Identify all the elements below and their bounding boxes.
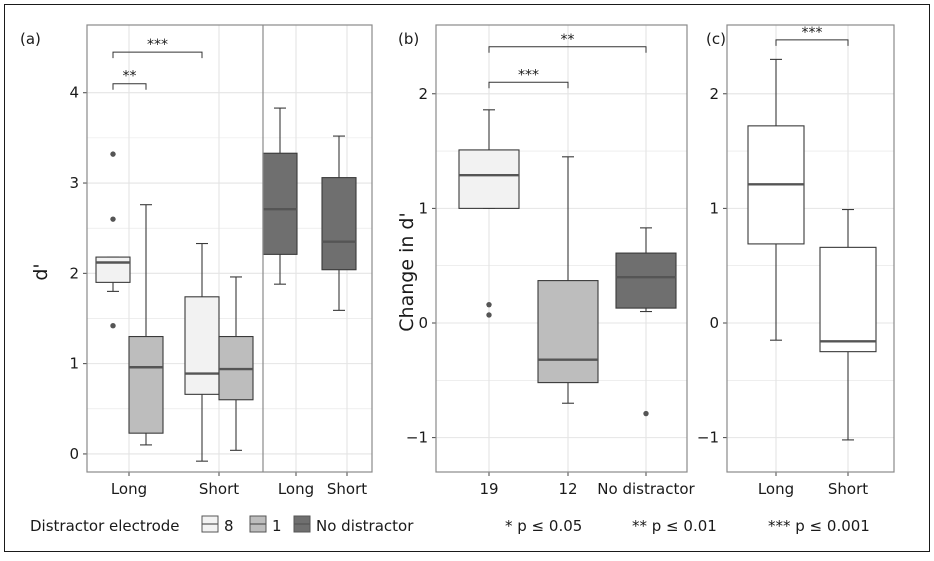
outlier-point: [110, 151, 116, 157]
box-iqr: [128, 335, 164, 434]
x-tick-label: Short: [327, 480, 367, 498]
y-tick-label: 1: [69, 355, 79, 373]
bracket-line: [112, 51, 203, 59]
box-1: [95, 151, 131, 329]
outlier-point: [110, 216, 116, 222]
box-2: [128, 204, 164, 446]
box-1: [747, 58, 805, 341]
box-2: [537, 156, 599, 404]
legend: Distractor electrode 8 1 No distractor *…: [30, 515, 870, 535]
panel-a-ylabel: d': [30, 263, 52, 280]
y-tick-label: 2: [709, 85, 719, 103]
legend-sig-3: *** p ≤ 0.001: [768, 517, 870, 535]
box-2: [819, 208, 877, 441]
x-tick-label: Long: [111, 480, 147, 498]
outlier-point: [486, 312, 492, 318]
significance-label: **: [561, 32, 575, 48]
y-tick-label: −1: [697, 429, 719, 447]
y-tick-label: 1: [709, 199, 719, 217]
box-iqr: [321, 177, 357, 271]
box-iqr: [262, 152, 298, 255]
significance-bracket: **: [112, 69, 147, 90]
significance-label: ***: [518, 67, 539, 83]
plot-frame: [726, 24, 895, 473]
significance-bracket: ***: [775, 25, 849, 46]
legend-key-no-distractor: No distractor: [293, 515, 414, 535]
y-tick-label: 1: [418, 199, 428, 217]
x-tick-label: 19: [479, 480, 498, 498]
bracket-line: [112, 83, 147, 90]
box-iqr: [537, 280, 599, 384]
y-tick-label: 4: [69, 84, 79, 102]
legend-title: Distractor electrode: [30, 517, 180, 535]
x-tick-label: Short: [199, 480, 239, 498]
box-iqr: [615, 252, 677, 309]
panel-c-label: (c): [706, 30, 726, 48]
panel-b-ylabel: Change in d': [396, 212, 418, 331]
panel-c: (c) −1 0 1 2 Long Short ***: [697, 24, 895, 498]
significance-bracket: **: [488, 32, 647, 53]
y-tick-label: 0: [709, 314, 719, 332]
box-3: [184, 242, 220, 462]
significance-label: ***: [147, 37, 168, 53]
legend-key-8: 8: [201, 515, 234, 535]
panel-b-label: (b): [398, 30, 419, 48]
box-iqr: [458, 149, 520, 209]
legend-key-1: 1: [249, 515, 282, 535]
outlier-point: [643, 410, 649, 417]
bracket-line: [775, 39, 849, 46]
box-5: [262, 107, 298, 285]
significance-label: **: [123, 69, 137, 85]
legend-label-8: 8: [224, 517, 234, 535]
significance-bracket: ***: [112, 37, 203, 59]
legend-sig-1: * p ≤ 0.05: [505, 517, 582, 535]
significance-label: ***: [802, 25, 823, 41]
x-tick-label: No distractor: [597, 480, 695, 498]
x-tick-label: 12: [558, 480, 577, 498]
box-iqr: [95, 256, 131, 283]
bracket-line: [488, 81, 569, 89]
y-tick-label: −1: [406, 429, 428, 447]
y-tick-label: 2: [418, 85, 428, 103]
x-tick-label: Long: [278, 480, 314, 498]
y-tick-label: 0: [418, 314, 428, 332]
box-1: [458, 109, 520, 318]
box-4: [218, 276, 254, 451]
box-iqr: [184, 296, 220, 395]
y-tick-label: 0: [69, 445, 79, 463]
significance-bracket: ***: [488, 67, 569, 89]
box-6: [321, 135, 357, 311]
plot-frame: [86, 24, 373, 473]
legend-label-1: 1: [272, 517, 282, 535]
x-tick-label: Short: [828, 480, 868, 498]
legend-label-no-distractor: No distractor: [316, 517, 414, 535]
y-tick-label: 2: [69, 264, 79, 282]
figure-border: [4, 4, 930, 552]
y-tick-label: 3: [69, 174, 79, 192]
outlier-point: [110, 323, 116, 329]
plot-frame: [435, 24, 688, 473]
x-tick-label: Long: [758, 480, 794, 498]
box-iqr: [819, 246, 877, 353]
legend-sig-2: ** p ≤ 0.01: [632, 517, 717, 535]
panel-a-label: (a): [20, 30, 41, 48]
bracket-line: [488, 46, 647, 53]
panel-c-plot: −1 0 1 2 Long Short ***: [697, 24, 895, 498]
box-3: [615, 227, 677, 417]
outlier-point: [486, 301, 492, 308]
